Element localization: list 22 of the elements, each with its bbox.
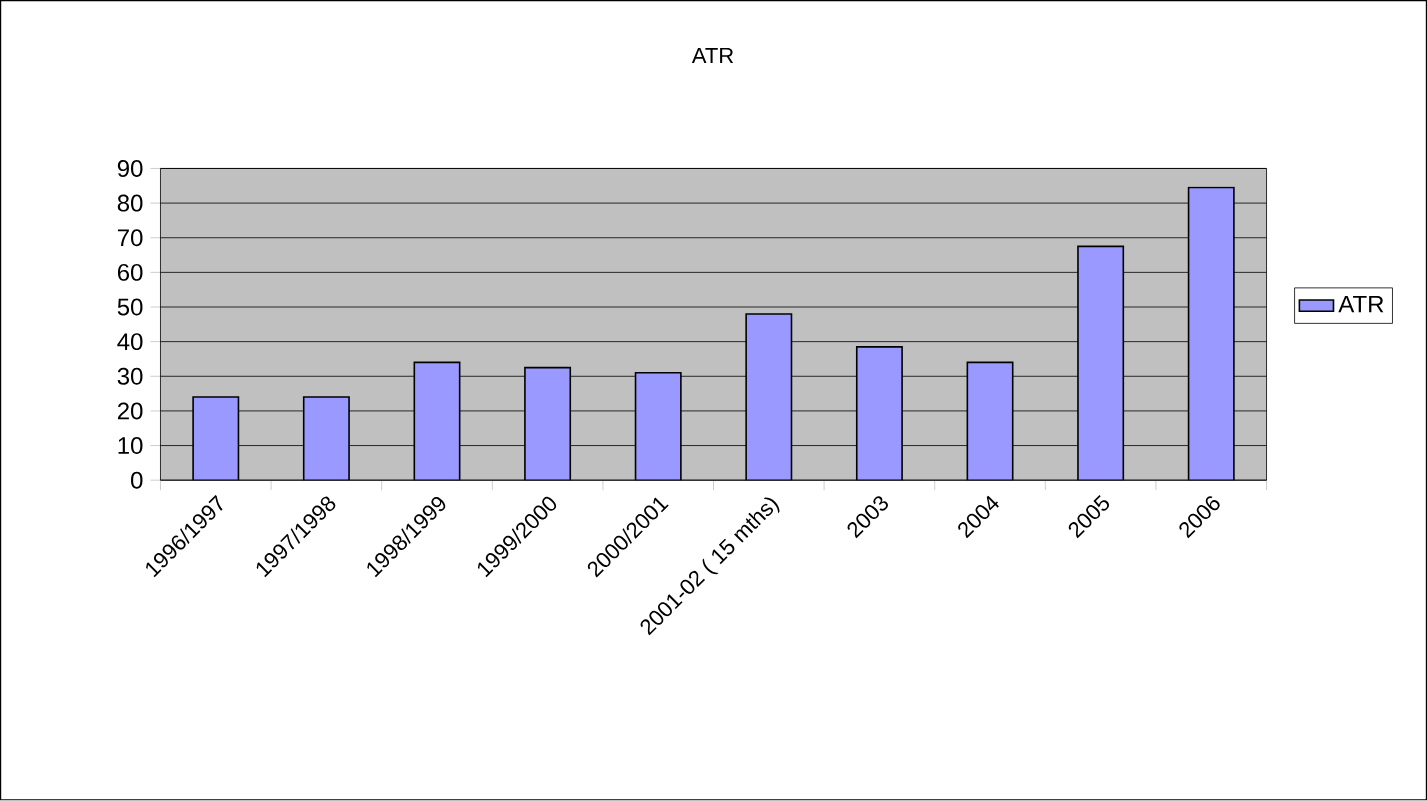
bar bbox=[302, 396, 350, 481]
y-tick-label: 60 bbox=[117, 264, 143, 282]
bar bbox=[524, 367, 572, 481]
chart-title: ATR bbox=[691, 48, 734, 64]
bar bbox=[1077, 245, 1125, 481]
y-tick-label: 0 bbox=[131, 471, 143, 489]
y-tick-label: 20 bbox=[117, 402, 143, 420]
bar bbox=[413, 361, 461, 481]
y-tick-label: 90 bbox=[117, 160, 143, 178]
legend-label: ATR bbox=[1338, 296, 1384, 313]
bar bbox=[745, 313, 793, 481]
bar bbox=[192, 396, 240, 481]
y-tick-label: 10 bbox=[118, 437, 143, 455]
y-tick-label: 30 bbox=[117, 368, 143, 385]
y-tick-label: 70 bbox=[117, 229, 143, 247]
bar bbox=[966, 361, 1014, 481]
bar bbox=[1187, 186, 1235, 481]
y-tick-label: 80 bbox=[117, 194, 143, 212]
y-tick-label: 50 bbox=[117, 298, 143, 316]
y-tick-label: 40 bbox=[117, 333, 143, 351]
bar bbox=[855, 346, 903, 481]
bar bbox=[634, 372, 682, 481]
